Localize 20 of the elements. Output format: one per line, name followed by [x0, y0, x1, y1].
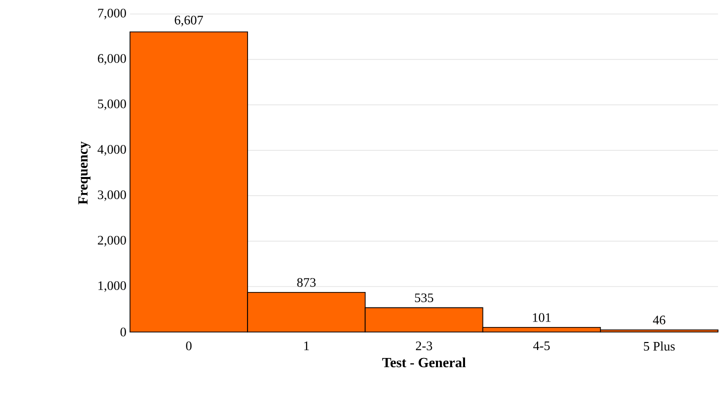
y-tick-label: 0	[120, 328, 126, 336]
y-tick-label: 1,000	[98, 281, 126, 292]
data-label: 873	[297, 278, 316, 287]
y-tick-label: 5,000	[98, 100, 126, 110]
y-tick-label: 6,000	[98, 54, 126, 65]
x-tick-label: 0	[186, 342, 192, 350]
data-label: 46	[652, 316, 666, 324]
data-label: 101	[533, 313, 551, 322]
x-tick-label: 2-3	[416, 342, 432, 350]
data-label: 6,607	[174, 16, 204, 26]
y-tick-label: 7,000	[98, 8, 126, 20]
data-label: 535	[415, 293, 434, 302]
x-tick-label: 5 Plus	[644, 342, 675, 351]
y-tick-label: 4,000	[98, 144, 126, 156]
y-tick-label: 3,000	[98, 190, 126, 202]
x-axis-title: Test - General	[382, 357, 466, 368]
x-tick-label: 4-5	[533, 342, 550, 350]
y-tick-label: 2,000	[98, 236, 126, 246]
y-axis-title: Frequency	[78, 141, 91, 204]
x-tick-label: 1	[304, 342, 309, 350]
